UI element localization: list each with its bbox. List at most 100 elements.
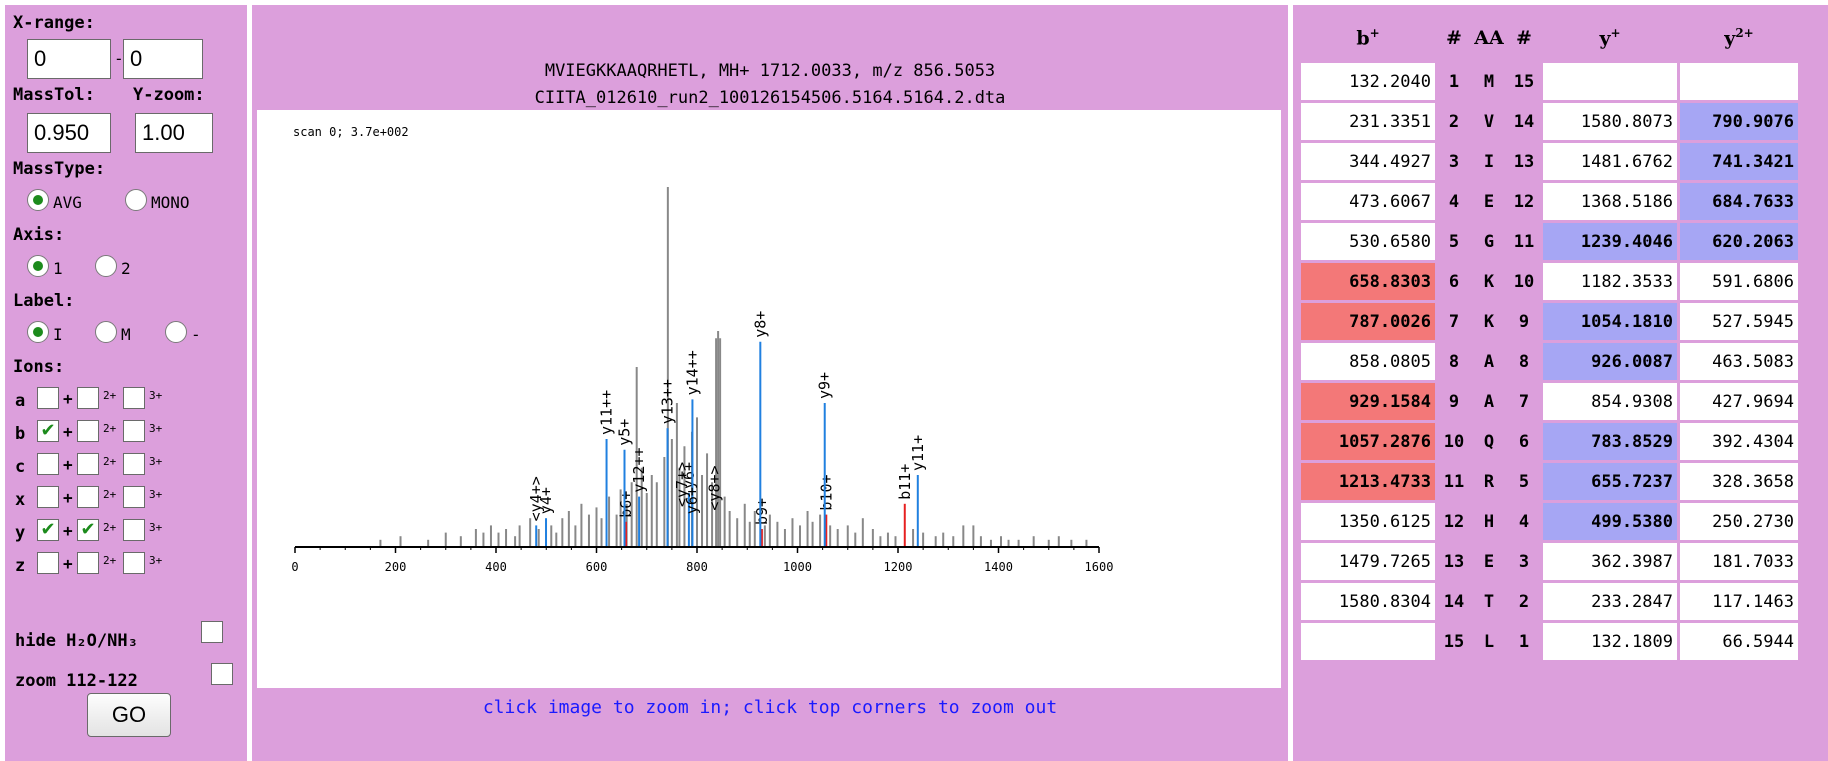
b-index: 12: [1438, 503, 1470, 540]
y2-ion-mass: 66.5944: [1680, 623, 1798, 660]
fragment-row: 1479.7265 13 E 3 362.3987 181.7033: [1301, 543, 1798, 580]
axis-1-label: 1: [53, 259, 63, 278]
y-ion-mass: 655.7237: [1543, 463, 1677, 500]
ion-a-3plus-checkbox[interactable]: [123, 387, 145, 409]
x-tick-label: 1400: [984, 560, 1013, 574]
amino-acid-header: AA: [1473, 15, 1505, 60]
amino-acid: V: [1473, 103, 1505, 140]
b-ion-mass: 530.6580: [1301, 223, 1435, 260]
b-index: 15: [1438, 623, 1470, 660]
ion-x-2plus-checkbox[interactable]: [77, 486, 99, 508]
axis-1-radio[interactable]: [27, 255, 49, 277]
amino-acid: L: [1473, 623, 1505, 660]
y-ion-label: y9+: [816, 372, 834, 399]
zoom-range-label: zoom 112-122: [15, 671, 138, 691]
ion-type-label-b: b: [15, 424, 26, 444]
b-ion-label: b10+: [817, 474, 835, 510]
y-index: 15: [1508, 63, 1540, 100]
y-ion-label: y4+: [537, 487, 555, 514]
ion-y-2plus-checkbox[interactable]: ✔: [77, 519, 99, 541]
ion-x-1plus-checkbox[interactable]: [37, 486, 59, 508]
b-ion-label: b9+: [753, 498, 771, 525]
ion-c-2plus-checkbox[interactable]: [77, 453, 99, 475]
label-i-radio[interactable]: [27, 321, 49, 343]
ion-type-label-a: a: [15, 391, 26, 411]
y-index: 10: [1508, 263, 1540, 300]
charge-2-label: 2+: [103, 554, 117, 567]
yzoom-label: Y-zoom:: [133, 85, 205, 105]
y2-ion-mass: 328.3658: [1680, 463, 1798, 500]
charge-3-label: 3+: [149, 389, 163, 402]
b-ion-mass: 1350.6125: [1301, 503, 1435, 540]
y-index: 4: [1508, 503, 1540, 540]
axis-2-label: 2: [121, 259, 131, 278]
y2-ion-mass: 684.7633: [1680, 183, 1798, 220]
masstype-label: MassType:: [13, 159, 106, 179]
ion-z-3plus-checkbox[interactable]: [123, 552, 145, 574]
x-tick-label: 200: [385, 560, 407, 574]
fragment-row: 929.1584 9 A 7 854.9308 427.9694: [1301, 383, 1798, 420]
ion-a-1plus-checkbox[interactable]: [37, 387, 59, 409]
ion-b-2plus-checkbox[interactable]: [77, 420, 99, 442]
hide-h2o-nh3-checkbox[interactable]: [201, 621, 223, 643]
amino-acid: E: [1473, 183, 1505, 220]
b-index: 1: [1438, 63, 1470, 100]
xrange-from-input[interactable]: 0: [27, 39, 111, 79]
ion-b-3plus-checkbox[interactable]: [123, 420, 145, 442]
spectrum-plot[interactable]: scan 0; 3.7e+002 b6+ b9+ b10+ b11+ <y4+>y4+ y1…: [257, 110, 1281, 688]
y-index: 8: [1508, 343, 1540, 380]
ions-label: Ions:: [13, 357, 65, 377]
ion-y-3plus-checkbox[interactable]: [123, 519, 145, 541]
y-ion-mass: 362.3987: [1543, 543, 1677, 580]
y2-ion-mass: 250.2730: [1680, 503, 1798, 540]
b-ion-mass: 787.0026: [1301, 303, 1435, 340]
go-button[interactable]: GO: [87, 693, 171, 737]
masstype-avg-label: AVG: [53, 193, 82, 212]
label-m-radio[interactable]: [95, 321, 117, 343]
fragment-row: 15 L 1 132.1809 66.5944: [1301, 623, 1798, 660]
hide-h2o-nh3-label: hide H₂O/NH₃: [15, 631, 138, 651]
amino-acid: K: [1473, 303, 1505, 340]
ion-a-2plus-checkbox[interactable]: [77, 387, 99, 409]
xrange-to-input[interactable]: 0: [123, 39, 203, 79]
b-ion-mass: 1479.7265: [1301, 543, 1435, 580]
label-none-text: -: [191, 325, 201, 344]
fragment-row: 1213.4733 11 R 5 655.7237 328.3658: [1301, 463, 1798, 500]
label-none-radio[interactable]: [165, 321, 187, 343]
peptide-title: MVIEGKKAAQRHETL, MH+ 1712.0033, m/z 856.…: [544, 61, 996, 81]
controls-panel: X-range: 0 - 0 MassTol: Y-zoom: 0.950 1.…: [5, 5, 247, 761]
ion-x-3plus-checkbox[interactable]: [123, 486, 145, 508]
ion-c-1plus-checkbox[interactable]: [37, 453, 59, 475]
masstype-mono-radio[interactable]: [125, 189, 147, 211]
y-ion-header: y+: [1543, 15, 1677, 60]
fragment-row: 1057.2876 10 Q 6 783.8529 392.4304: [1301, 423, 1798, 460]
masstype-avg-radio[interactable]: [27, 189, 49, 211]
ion-c-3plus-checkbox[interactable]: [123, 453, 145, 475]
ion-z-1plus-checkbox[interactable]: [37, 552, 59, 574]
ion-b-1plus-checkbox[interactable]: ✔: [37, 420, 59, 442]
b-index: 8: [1438, 343, 1470, 380]
charge-2-label: 2+: [103, 521, 117, 534]
y2-ion-mass: 790.9076: [1680, 103, 1798, 140]
b-ion-mass: 1213.4733: [1301, 463, 1435, 500]
masstol-input[interactable]: 0.950: [27, 113, 111, 153]
axis-2-radio[interactable]: [95, 255, 117, 277]
plus-sign: +: [63, 521, 73, 540]
zoom-range-checkbox[interactable]: [211, 663, 233, 685]
y-ion-mass: 1580.8073: [1543, 103, 1677, 140]
b-index: 6: [1438, 263, 1470, 300]
charge-2-label: 2+: [103, 389, 117, 402]
y-ion-mass: 1054.1810: [1543, 303, 1677, 340]
charge-3-label: 3+: [149, 455, 163, 468]
ion-y-1plus-checkbox[interactable]: ✔: [37, 519, 59, 541]
b-index: 7: [1438, 303, 1470, 340]
y2-ion-mass: 620.2063: [1680, 223, 1798, 260]
y2-ion-mass: 427.9694: [1680, 383, 1798, 420]
overlap-ion-label: <y8+>: [706, 465, 724, 510]
amino-acid: A: [1473, 383, 1505, 420]
yzoom-input[interactable]: 1.00: [135, 113, 213, 153]
ion-z-2plus-checkbox[interactable]: [77, 552, 99, 574]
b-ion-mass: 231.3351: [1301, 103, 1435, 140]
y-ion-label: y14++: [683, 350, 701, 395]
